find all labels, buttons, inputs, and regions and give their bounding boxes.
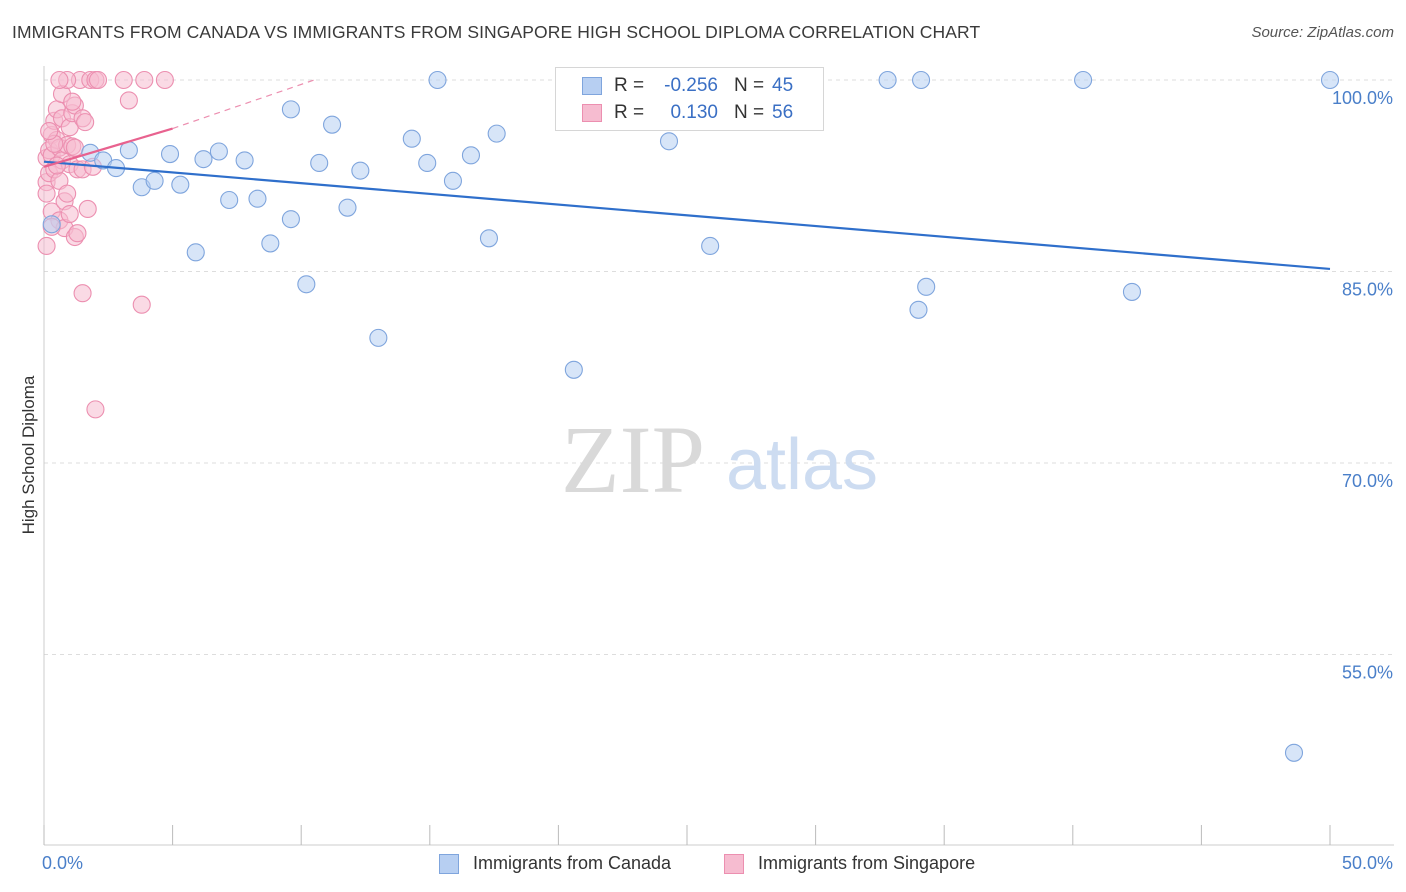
canada-swatch [582,77,602,95]
legend-r-label: R = [614,75,645,96]
singapore-legend-label: Immigrants from Singapore [758,853,976,873]
y-tick-label-0: 100.0% [1332,88,1393,108]
singapore-point-22 [58,184,77,203]
watermark-zip: ZIP [561,406,705,513]
singapore-points [37,70,174,419]
singapore-point-54 [40,122,59,141]
singapore-point-46 [135,70,154,90]
canada-point-27 [443,171,462,190]
canada-point-28 [461,146,481,165]
canada-point-17 [281,210,300,229]
legend-r-value: -0.256 [664,75,718,96]
legend-r-label: R = [614,102,645,123]
singapore-point-41 [86,400,105,419]
singapore-point-32 [68,224,87,243]
canada-legend-swatch [439,854,459,874]
singapore-point-48 [88,70,108,90]
canada-point-20 [323,115,342,134]
x-tick-labels: 0.0% 50.0% [42,853,1393,873]
y-axis-label: High School Diploma [19,375,38,534]
singapore-point-45 [132,295,151,314]
canada-point-14 [248,189,267,208]
canada-point-13 [235,151,254,170]
canada-point-10 [194,150,213,169]
singapore-point-36 [76,113,95,132]
canada-point-36 [912,70,931,90]
canada-point-12 [220,190,239,210]
canada-point-37 [917,277,936,296]
chart-title: IMMIGRANTS FROM CANADA VS IMMIGRANTS FRO… [12,22,981,42]
legend-row-canada: R = -0.256 N = 45 [556,74,823,100]
canada-point-11 [209,142,228,161]
singapore-legend-swatch [724,854,744,874]
singapore-point-25 [60,205,79,224]
singapore-swatch [582,104,602,122]
canada-point-19 [310,153,329,173]
canada-point-7 [160,144,180,164]
canada-point-41 [1284,743,1304,762]
canada-point-25 [418,153,437,173]
canada-points [42,70,1340,762]
singapore-point-44 [119,91,138,110]
watermark-atlas: atlas [726,425,878,505]
canada-point-9 [186,243,205,262]
singapore-point-42 [73,284,92,303]
singapore-point-3 [37,236,56,256]
canada-point-30 [487,124,506,143]
axes [43,66,1394,846]
singapore-trend-line [43,127,173,168]
legend-n-label: N = [734,102,765,123]
singapore-point-49 [63,92,82,111]
y-tick-label-3: 55.0% [1342,663,1393,683]
legend-n-value: 45 [772,75,794,96]
y-tick-label-2: 70.0% [1342,471,1393,491]
singapore-trend-extension [172,79,315,130]
canada-point-34 [878,70,897,90]
canada-point-18 [297,275,316,294]
canada-point-22 [351,161,370,180]
trend-lines [43,79,1331,271]
canada-point-0 [42,215,61,234]
legend-r-value: 0.130 [670,102,718,123]
y-tick-label-1: 85.0% [1342,280,1393,300]
y-tick-labels: 100.0% 85.0% 70.0% 55.0% [1332,88,1393,683]
canada-point-40 [1320,70,1340,90]
singapore-point-29 [65,138,84,157]
legend-row-singapore: R = 0.130 N = 56 [556,101,823,127]
canada-point-38 [1074,70,1093,90]
canada-point-35 [909,300,928,319]
canada-point-32 [659,132,679,151]
canada-point-33 [701,236,720,256]
canada-point-6 [145,171,164,190]
singapore-point-47 [155,70,174,90]
x-tick-label-1: 50.0% [1342,853,1393,873]
legend-n-value: 56 [772,102,794,123]
canada-point-31 [564,360,583,379]
singapore-point-2 [37,184,56,203]
canada-trend-line [43,160,1331,271]
canada-legend-label: Immigrants from Canada [473,853,672,873]
canada-point-23 [369,328,388,347]
canada-point-15 [261,234,280,253]
legend-n-label: N = [734,75,765,96]
singapore-point-55 [50,70,69,90]
canada-point-8 [171,175,190,194]
canada-point-21 [338,198,357,217]
x-tick-label-0: 0.0% [42,853,83,873]
canada-point-26 [428,70,447,90]
canada-point-24 [402,129,421,148]
canada-point-16 [281,100,300,119]
singapore-point-37 [78,199,97,218]
canada-point-29 [479,229,499,248]
source-label: Source: ZipAtlas.com [1251,24,1394,41]
singapore-point-43 [114,70,133,90]
stats-legend: R = -0.256 N = 45 R = 0.130 N = 56 [555,67,824,131]
canada-point-39 [1122,282,1142,301]
series-legend: Immigrants from Canada Immigrants from S… [0,852,1406,878]
